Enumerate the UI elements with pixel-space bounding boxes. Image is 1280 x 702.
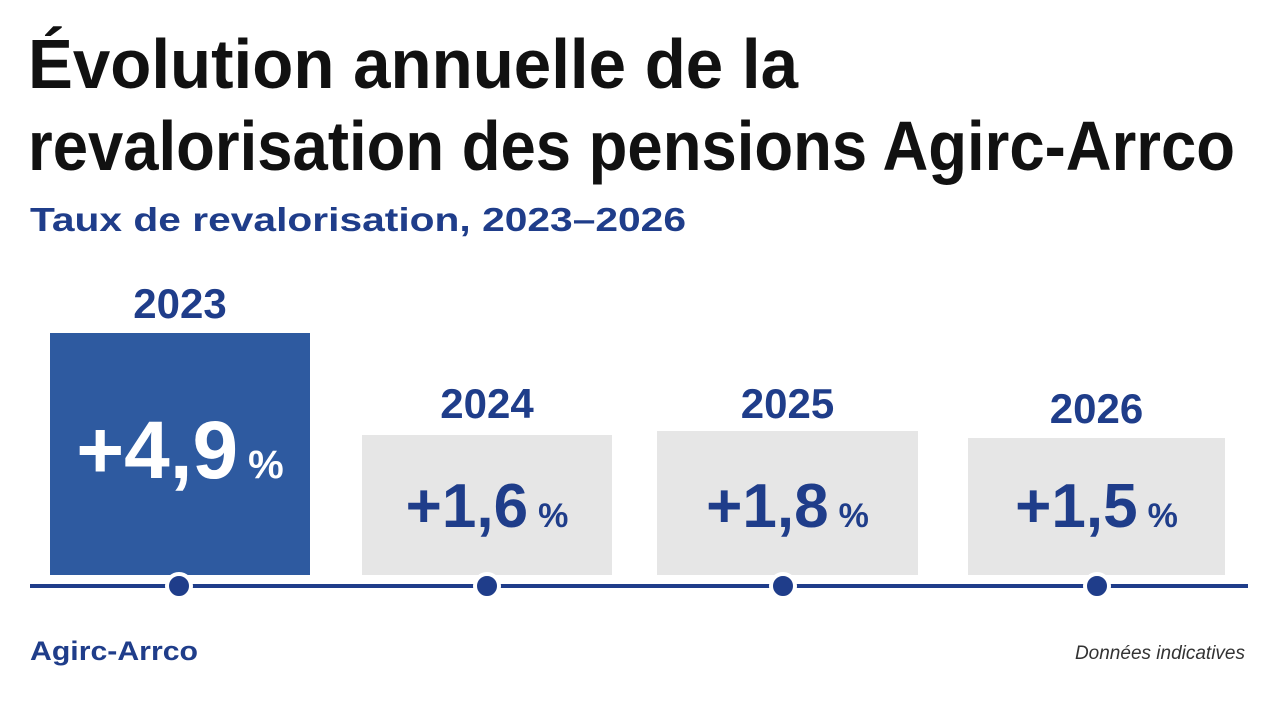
card-box bbox=[968, 438, 1225, 575]
card-year: 2026 bbox=[1050, 385, 1143, 432]
note: Données indicatives bbox=[1075, 643, 1246, 664]
timeline-dots bbox=[165, 572, 1111, 600]
card-value: +1,8% bbox=[706, 472, 869, 541]
timeline-dot bbox=[165, 572, 193, 600]
card-year: 2024 bbox=[440, 380, 534, 427]
card-box bbox=[50, 333, 310, 575]
card-box bbox=[362, 435, 612, 575]
unit: % bbox=[248, 443, 284, 487]
rate: +1,8 bbox=[706, 472, 828, 541]
rate: +1,6 bbox=[406, 472, 528, 541]
timeline-dot bbox=[473, 572, 501, 600]
card: 2025 +1,8% bbox=[657, 380, 918, 575]
card-box bbox=[657, 431, 918, 575]
card-value: +1,6% bbox=[406, 472, 569, 541]
title-line: revalorisation des pensions Agirc-Arrco bbox=[28, 107, 1235, 185]
card-value: +4,9% bbox=[76, 405, 283, 496]
card-value: +1,5% bbox=[1015, 472, 1178, 541]
unit: % bbox=[1148, 497, 1178, 535]
card: 2023 +4,9% bbox=[50, 280, 310, 575]
rate: +1,5 bbox=[1015, 472, 1137, 541]
source: Agirc-Arrco bbox=[30, 636, 198, 666]
timeline-dot bbox=[769, 572, 797, 600]
card: 2024 +1,6% bbox=[362, 380, 612, 575]
unit: % bbox=[538, 497, 568, 535]
title-line: Évolution annuelle de la bbox=[28, 25, 799, 103]
unit: % bbox=[839, 497, 869, 535]
subtitle: Taux de revalorisation, 2023–2026 bbox=[30, 201, 686, 238]
card-year: 2023 bbox=[133, 280, 226, 327]
card: 2026 +1,5% bbox=[968, 385, 1225, 575]
cards: 2023 +4,9 % 2024 +1,6 % 2025 +1,8 % 2026 +1,5% bbox=[50, 280, 1225, 575]
card-year: 2025 bbox=[741, 380, 834, 427]
timeline-dot bbox=[1083, 572, 1111, 600]
rate: +4,9 bbox=[76, 405, 238, 496]
